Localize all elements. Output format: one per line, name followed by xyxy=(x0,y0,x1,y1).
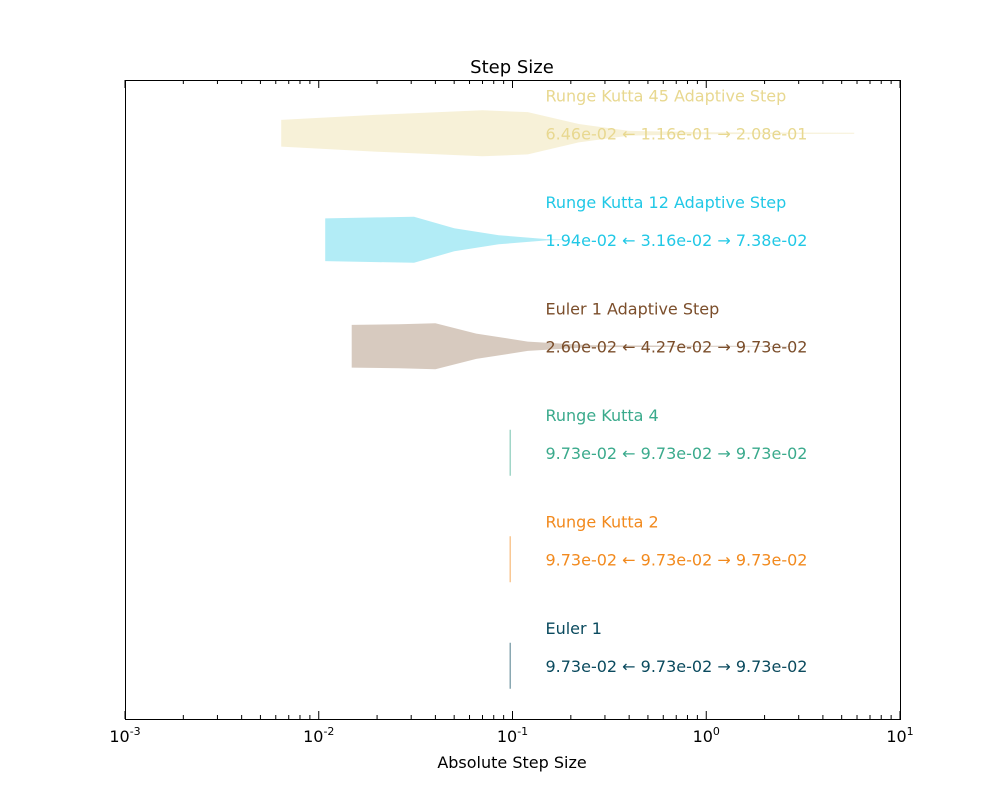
series-stats-label: 6.46e-02 ← 1.16e-01 → 2.08e-01 xyxy=(545,124,807,143)
series-name-label: Runge Kutta 12 Adaptive Step xyxy=(545,193,786,212)
series-name-label: Runge Kutta 4 xyxy=(545,406,658,425)
x-tick-label: 10-1 xyxy=(497,725,528,746)
x-tick-label: 10-3 xyxy=(109,725,140,746)
series-stats-label: 9.73e-02 ← 9.73e-02 → 9.73e-02 xyxy=(545,550,807,569)
series-labels: Euler 1 9.73e-02 ← 9.73e-02 → 9.73e-02 Run… xyxy=(545,86,807,676)
x-tick-label: 101 xyxy=(886,725,913,746)
series-name-label: Runge Kutta 45 Adaptive Step xyxy=(545,86,786,105)
x-tick-label: 10-2 xyxy=(303,725,334,746)
series-stats-label: 2.60e-02 ← 4.27e-02 → 9.73e-02 xyxy=(545,337,807,356)
violin-3 xyxy=(351,323,793,370)
series-name-label: Runge Kutta 2 xyxy=(545,512,658,531)
plot-frame xyxy=(125,80,901,720)
series-stats-label: 9.73e-02 ← 9.73e-02 → 9.73e-02 xyxy=(545,444,807,463)
x-axis-tick-labels: 10-3 10-2 10-1 100 101 xyxy=(109,725,913,746)
series-name-label: Euler 1 Adaptive Step xyxy=(545,299,719,318)
series-name-label: Euler 1 xyxy=(545,619,601,638)
series-stats-label: 1.94e-02 ← 3.16e-02 → 7.38e-02 xyxy=(545,231,807,250)
series-stats-label: 9.73e-02 ← 9.73e-02 → 9.73e-02 xyxy=(545,657,807,676)
x-tick-label: 100 xyxy=(693,725,720,746)
chart-title: Step Size xyxy=(470,57,554,78)
x-axis-label: Absolute Step Size xyxy=(437,753,586,772)
violin-5 xyxy=(281,110,855,157)
x-axis-ticks xyxy=(124,80,901,719)
violin-layer xyxy=(281,110,855,689)
violin-4 xyxy=(325,216,562,263)
